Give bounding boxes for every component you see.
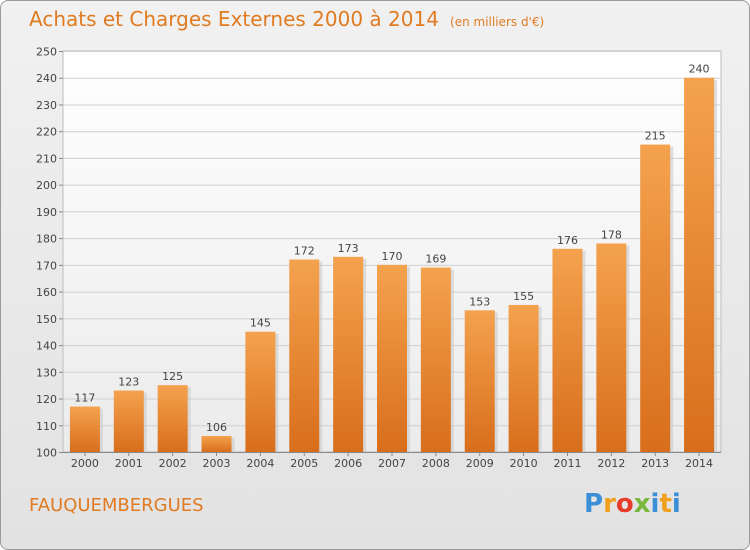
bar (464, 310, 495, 452)
y-tick-label: 160 (36, 286, 57, 299)
x-tick-label: 2014 (685, 457, 713, 470)
x-tick-label: 2010 (510, 457, 538, 470)
x-tick-label: 2008 (422, 457, 450, 470)
bar (552, 248, 583, 452)
value-label: 170 (382, 250, 403, 263)
x-tick-label: 2007 (378, 457, 406, 470)
proxiti-logo: Proxiti (584, 489, 681, 519)
y-tick-label: 200 (36, 179, 57, 192)
y-tick-label: 180 (36, 233, 57, 246)
bar (640, 144, 671, 453)
bar (245, 331, 276, 452)
value-label: 176 (557, 234, 578, 247)
x-tick-label: 2013 (641, 457, 669, 470)
x-tick-label: 2003 (203, 457, 231, 470)
commune-name: FAUQUEMBERGUES (29, 495, 204, 516)
value-label: 123 (118, 376, 139, 389)
value-label: 240 (689, 63, 710, 76)
x-tick-label: 2004 (246, 457, 274, 470)
x-tick-label: 2011 (553, 457, 581, 470)
bar (377, 264, 407, 452)
bar (508, 304, 539, 452)
y-tick-label: 210 (36, 152, 57, 165)
y-tick-label: 150 (36, 313, 57, 326)
value-label: 178 (601, 228, 622, 241)
x-tick-label: 2001 (115, 457, 143, 470)
y-tick-label: 250 (36, 46, 57, 59)
y-tick-label: 130 (36, 366, 57, 379)
value-label: 125 (162, 370, 183, 383)
bar (289, 259, 320, 452)
value-label: 155 (513, 290, 534, 303)
x-tick-label: 2002 (159, 457, 187, 470)
chart-title: Achats et Charges Externes 2000 à 2014 (29, 7, 439, 31)
y-tick-label: 220 (36, 126, 57, 139)
y-tick-label: 170 (36, 259, 57, 272)
bar (201, 435, 232, 452)
bar (333, 256, 364, 452)
value-label: 172 (294, 245, 315, 258)
y-tick-label: 140 (36, 340, 57, 353)
bar (596, 243, 627, 452)
y-tick-label: 100 (36, 447, 57, 460)
value-label: 173 (338, 242, 359, 255)
x-tick-label: 2000 (71, 457, 99, 470)
y-tick-label: 230 (36, 99, 57, 112)
x-tick-label: 2005 (290, 457, 318, 470)
x-tick-label: 2009 (466, 457, 494, 470)
bar (113, 390, 144, 452)
x-tick-label: 2012 (597, 457, 625, 470)
bar (157, 385, 188, 452)
value-label: 145 (250, 317, 271, 330)
value-label: 153 (469, 295, 490, 308)
value-label: 215 (645, 130, 666, 143)
y-tick-label: 240 (36, 72, 57, 85)
value-label: 106 (206, 421, 227, 434)
x-tick-label: 2006 (334, 457, 362, 470)
bar (684, 77, 715, 452)
bar (69, 406, 100, 452)
value-label: 117 (74, 392, 95, 405)
bar (420, 267, 451, 452)
value-label: 169 (425, 253, 446, 266)
y-tick-label: 110 (36, 420, 57, 433)
y-tick-label: 190 (36, 206, 57, 219)
y-tick-label: 120 (36, 393, 57, 406)
chart-unit: (en milliers d'€) (450, 15, 545, 29)
chart-title-block: Achats et Charges Externes 2000 à 2014 (… (29, 7, 544, 31)
